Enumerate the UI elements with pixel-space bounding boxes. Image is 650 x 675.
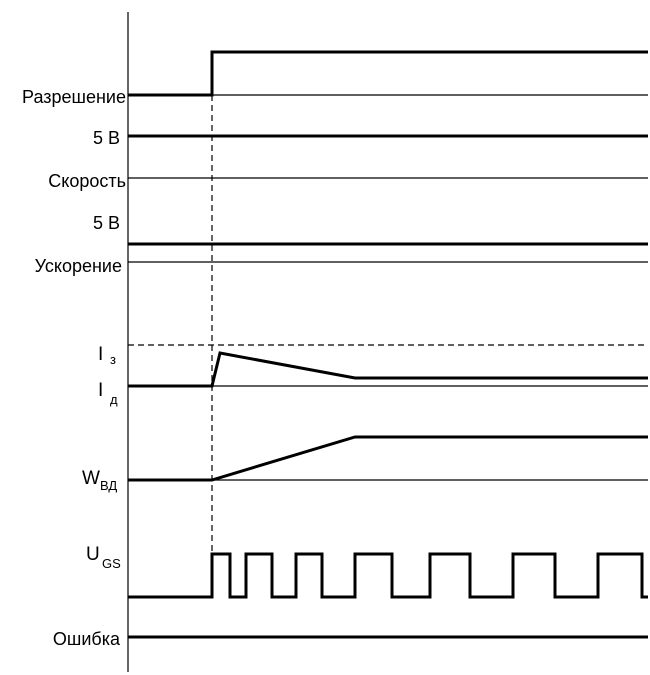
label-w-vd: W xyxy=(82,468,100,489)
label-i-actual: I xyxy=(98,380,103,401)
label-i-actual-sub: д xyxy=(110,392,118,407)
label-5v-2: 5 В xyxy=(93,213,120,233)
label-w-vd-sub: ВД xyxy=(100,478,117,493)
label-error: Ошибка xyxy=(53,629,121,649)
i-actual-signal xyxy=(128,351,648,388)
u-gs-pwm-signal xyxy=(128,552,648,599)
label-enable: Разрешение xyxy=(22,87,126,107)
label-speed: Скорость xyxy=(48,171,126,191)
label-5v-1: 5 В xyxy=(93,128,120,148)
enable-signal xyxy=(128,50,648,97)
label-i-set: I xyxy=(98,344,103,365)
label-i-set-sub: з xyxy=(110,352,116,367)
w-vd-signal xyxy=(128,435,648,482)
label-u-gs-sub: GS xyxy=(102,556,121,571)
label-u-gs: U xyxy=(86,544,100,565)
label-accel: Ускорение xyxy=(35,256,122,276)
